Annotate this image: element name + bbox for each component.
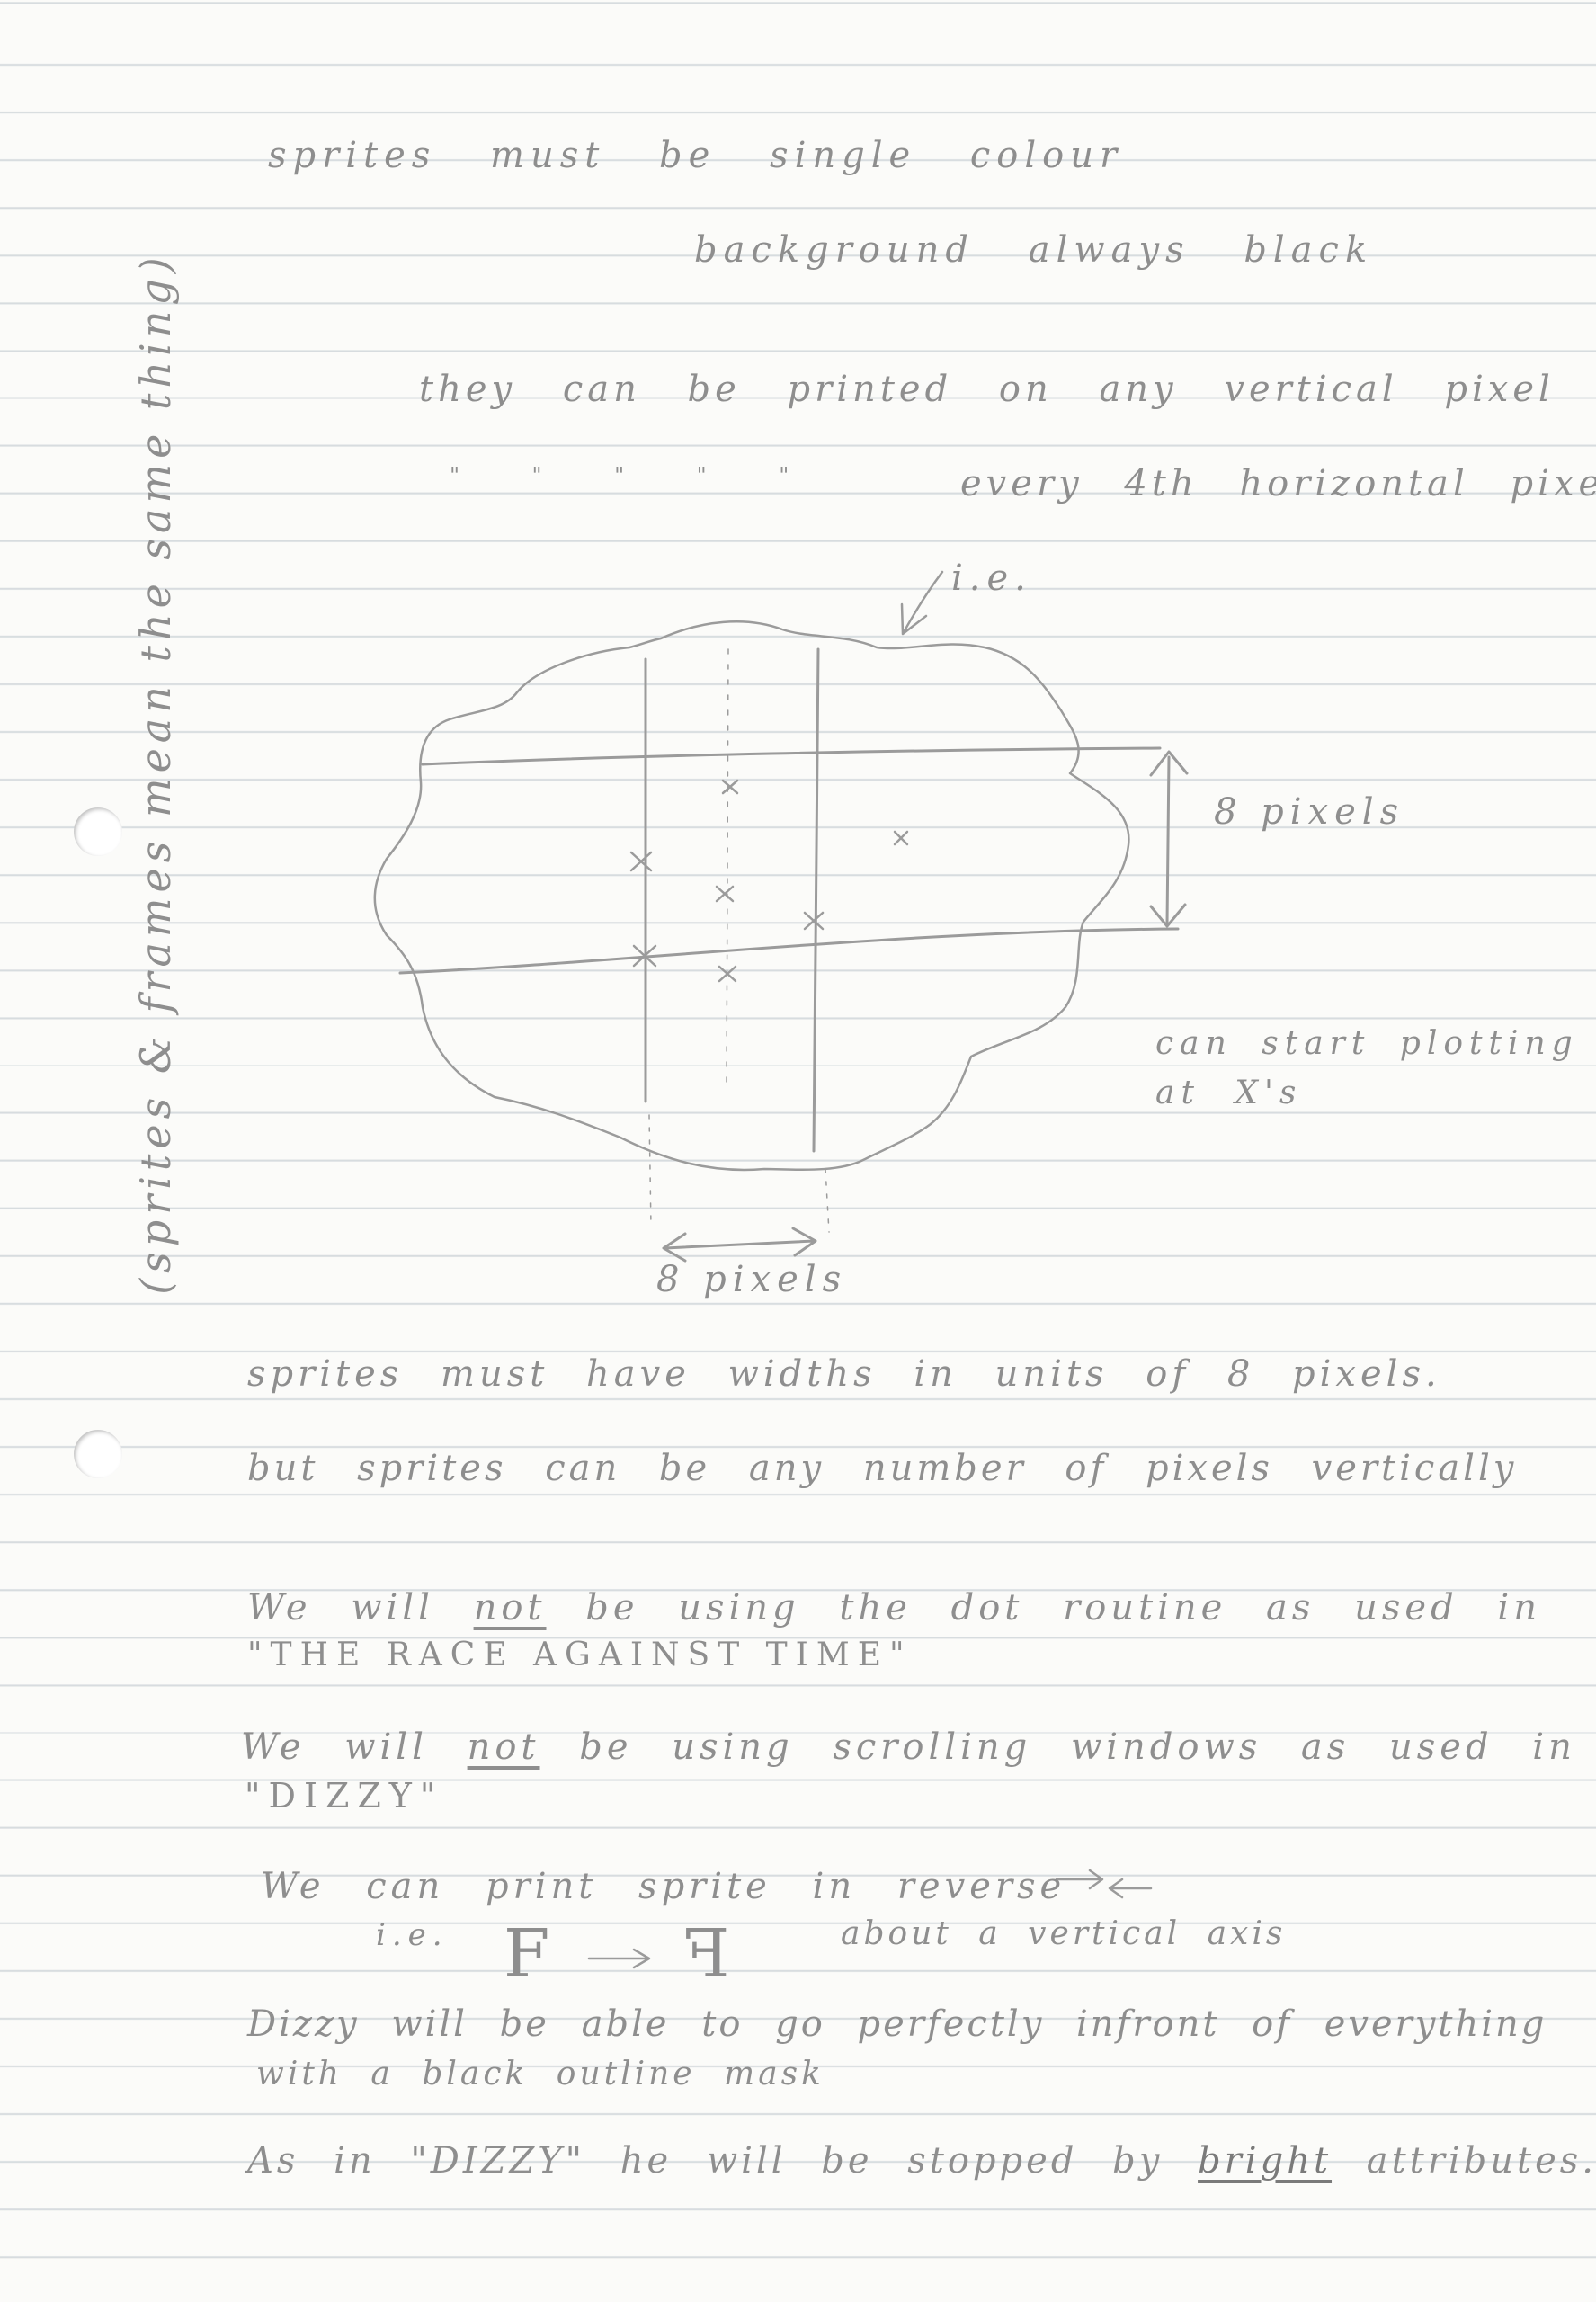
note-widths: sprites must have widths in units of 8 p… (247, 1353, 1441, 1395)
note-dot-routine: We will not be using the dot routine as … (247, 1587, 1541, 1628)
grid-line-bottom (398, 927, 1180, 975)
ie-arrow-icon (900, 570, 944, 636)
note-scrolling-a: We will (241, 1726, 428, 1768)
grid-line-top (421, 746, 1162, 766)
letter-f: F (504, 1915, 550, 1993)
note-stopped-b: attributes. (1366, 2140, 1596, 2182)
note-vertically: but sprites can be any number of pixels … (247, 1448, 1518, 1489)
note-stopped-a: As in "DIZZY" he will be stopped by (247, 2140, 1164, 2182)
line-background-black: background always black (694, 229, 1374, 271)
line-single-colour: sprites must be single colour (268, 135, 1124, 176)
width-label: 8 pixels (656, 1259, 848, 1300)
f-reverse-arrow-icon (587, 1948, 651, 1969)
note-stopped-bright: bright (1198, 2140, 1333, 2182)
cloud-outline (373, 620, 1130, 1172)
plot-note-line1: can start plotting (1155, 1025, 1579, 1062)
line-every-4th: every 4th horizontal pixel (960, 463, 1596, 504)
grid-line-right (812, 647, 820, 1153)
note-stopped: As in "DIZZY" he will be stopped by brig… (247, 2140, 1596, 2182)
note-race-against-time: "THE RACE AGAINST TIME" (247, 1637, 913, 1673)
grid-extension-right (825, 1168, 830, 1233)
plot-x-marks (629, 779, 909, 983)
note-infront: Dizzy will be able to go perfectly infro… (247, 2003, 1547, 2045)
note-outline-mask: with a black outline mask (256, 2056, 825, 2092)
letter-f-reversed: ꟻ (683, 1915, 730, 1993)
note-reverse: We can print sprite in reverse (261, 1866, 1066, 1907)
line-vertical-pixel: they can be printed on any vertical pixe… (419, 369, 1596, 410)
line-ditto-marks: " " " " " (450, 463, 798, 488)
note-dot-routine-a: We will (247, 1587, 434, 1628)
note-reverse-ie: i.e. (376, 1917, 449, 1953)
grid-line-middle-dotted (726, 648, 729, 1089)
punch-hole-bottom (74, 1430, 122, 1478)
height-double-arrow-icon (1149, 750, 1189, 928)
height-label: 8 pixels (1214, 791, 1405, 833)
note-scrolling: We will not be using scrolling windows a… (241, 1726, 1576, 1768)
ie-label: i.e. (951, 558, 1032, 599)
note-scrolling-b: be using scrolling windows as used in (579, 1726, 1576, 1768)
note-dot-routine-not: not (473, 1587, 547, 1628)
grid-extension-left (648, 1114, 652, 1228)
width-double-arrow-icon (662, 1227, 817, 1263)
note-vertical-axis: about a vertical axis (841, 1915, 1287, 1952)
note-dot-routine-b: be using the dot routine as used in (585, 1587, 1541, 1628)
plot-note-line2: at X's (1155, 1075, 1303, 1111)
note-scrolling-not: not (467, 1726, 540, 1768)
note-dizzy: "DIZZY" (245, 1776, 444, 1816)
reverse-arrows-icon (1055, 1869, 1153, 1899)
punch-hole-top (74, 807, 122, 856)
